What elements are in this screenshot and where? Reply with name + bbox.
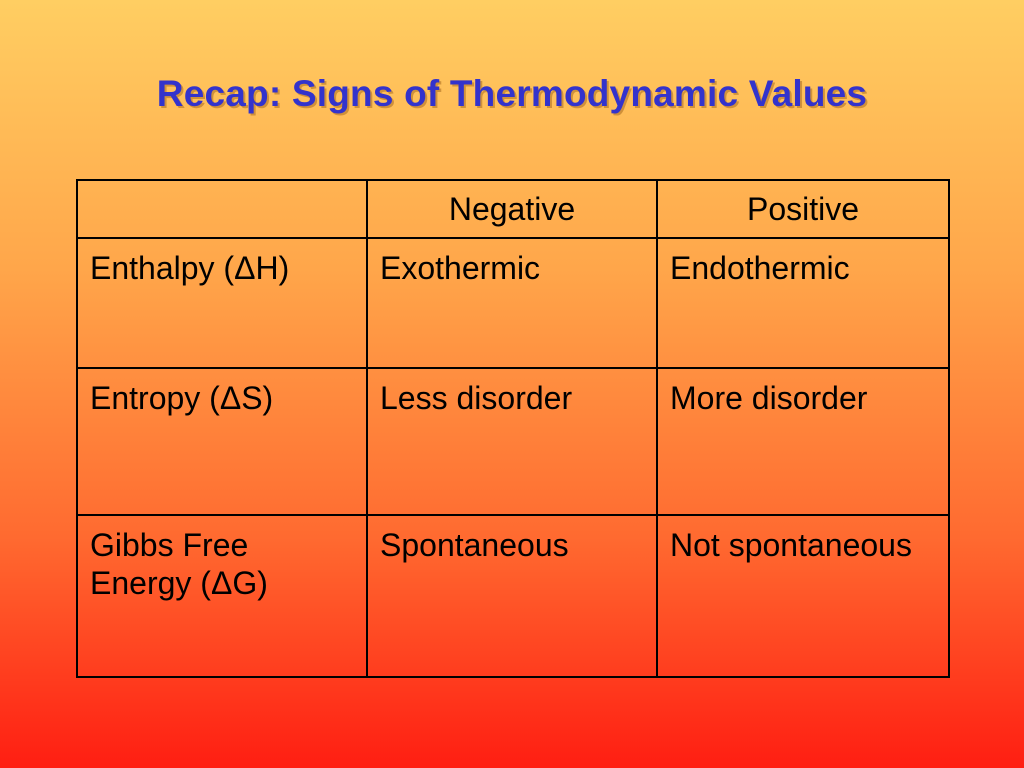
gibbs-positive-cell: Not spontaneous	[656, 514, 950, 678]
thermodynamics-table-container: Negative Positive Enthalpy (ΔH) Exotherm…	[76, 179, 950, 678]
thermodynamics-table: Negative Positive Enthalpy (ΔH) Exotherm…	[76, 179, 950, 678]
row-label-gibbs: Gibbs Free Energy (ΔG)	[76, 514, 368, 678]
slide-title: Recap: Signs of Thermodynamic Values	[156, 73, 868, 114]
entropy-negative-cell: Less disorder	[366, 367, 658, 516]
header-cell-empty	[76, 179, 368, 239]
entropy-positive-cell: More disorder	[656, 367, 950, 516]
row-label-entropy: Entropy (ΔS)	[76, 367, 368, 516]
table-row-gibbs: Gibbs Free Energy (ΔG) Spontaneous Not s…	[76, 514, 950, 678]
table-header-row: Negative Positive	[76, 179, 950, 239]
table-row-enthalpy: Enthalpy (ΔH) Exothermic Endothermic	[76, 237, 950, 369]
header-cell-negative: Negative	[366, 179, 658, 239]
gibbs-negative-cell: Spontaneous	[366, 514, 658, 678]
enthalpy-positive-cell: Endothermic	[656, 237, 950, 369]
header-cell-positive: Positive	[656, 179, 950, 239]
table-row-entropy: Entropy (ΔS) Less disorder More disorder	[76, 367, 950, 516]
enthalpy-negative-cell: Exothermic	[366, 237, 658, 369]
row-label-enthalpy: Enthalpy (ΔH)	[76, 237, 368, 369]
